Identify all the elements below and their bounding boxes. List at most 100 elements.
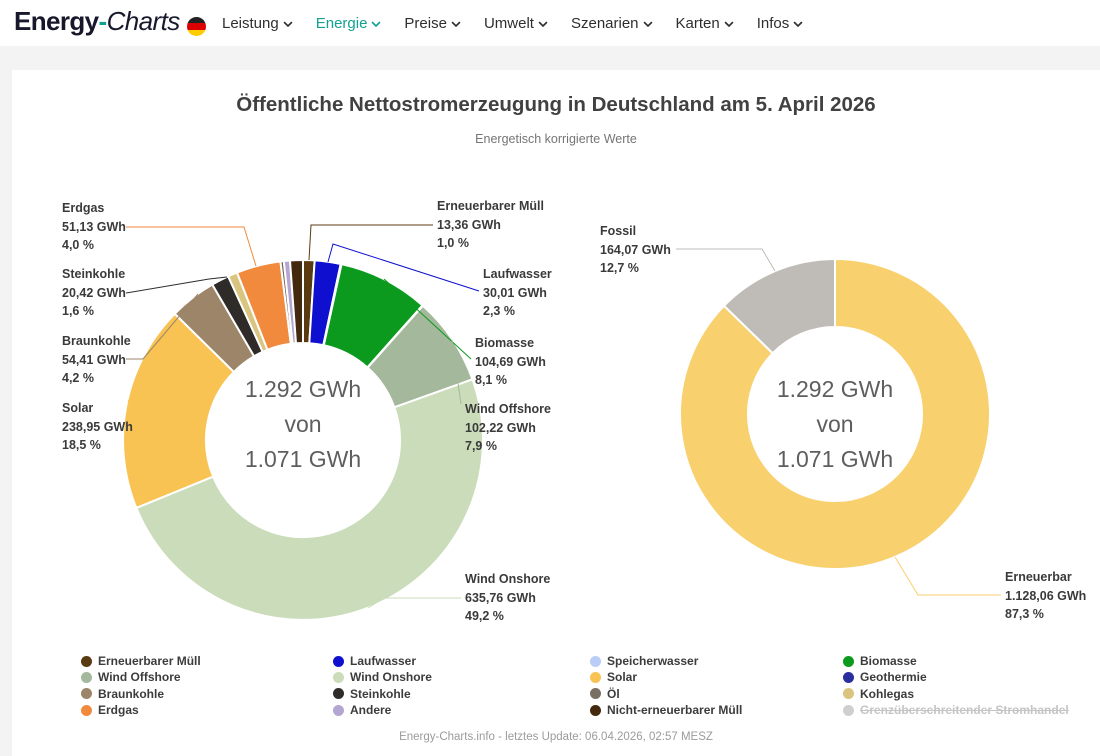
- legend-label: Wind Onshore: [350, 670, 432, 685]
- legend-label: Braunkohle: [98, 686, 165, 701]
- label-connector-fossil: [676, 248, 776, 272]
- german-flag-icon: [186, 17, 206, 36]
- label-connector-wind-offshore: [451, 339, 462, 405]
- donut-chart-fossil-vs-renewable: [679, 258, 991, 570]
- legend-marker-icon: [333, 655, 344, 667]
- legend-item-steinkohle[interactable]: Steinkohle: [333, 687, 411, 701]
- slice-label-braunkohle: Braunkohle 54,41 GWh 4,2 %: [62, 334, 131, 385]
- chevron-down-icon: [724, 21, 734, 27]
- main-menu: Leistung Energie Preise Umwelt Szenarien Kart…: [222, 0, 803, 46]
- nav-item-umwelt[interactable]: Umwelt: [484, 15, 548, 32]
- legend-label: Speicherwasser: [607, 654, 699, 668]
- legend-label: Solar: [607, 670, 638, 685]
- donut-charts-canvas: [122, 224, 1001, 621]
- pie-slice-erneuerbar[interactable]: [679, 258, 991, 570]
- label-connector-wind-onshore: [367, 597, 461, 609]
- legend-marker-icon: [81, 655, 92, 667]
- legend-marker-icon: [333, 704, 344, 716]
- legend-marker-icon: [81, 688, 92, 700]
- donut-center-text: 1.292 GWh von 1.071 GWh: [244, 376, 362, 472]
- legend-item-laufwasser[interactable]: Laufwasser: [333, 654, 416, 668]
- slice-label-erneuerbarer-mull: Erneuerbarer Müll 13,36 GWh 1,0 %: [437, 199, 544, 250]
- legend-item-ol[interactable]: Öl: [590, 687, 620, 701]
- legend-item-braunkohle[interactable]: Braunkohle: [81, 687, 164, 701]
- legend-marker-icon: [333, 671, 344, 683]
- slice-label-steinkohle: Steinkohle 20,42 GWh 1,6 %: [62, 267, 126, 318]
- legend-item-biomasse[interactable]: Biomasse: [843, 654, 917, 668]
- nav-item-label: Energie: [315, 14, 368, 32]
- donut-center-text: 1.292 GWh von 1.071 GWh: [776, 376, 894, 472]
- legend-label: Geothermie: [860, 670, 927, 685]
- legend-item-andere[interactable]: Andere: [333, 703, 391, 717]
- nav-item-label: Infos: [756, 14, 790, 32]
- pie-slice-fossil[interactable]: [723, 258, 836, 355]
- label-connector-biomasse: [383, 278, 472, 360]
- label-connector-erneuerbar: [894, 556, 1001, 596]
- nav-item-leistung[interactable]: Leistung: [222, 15, 293, 32]
- pie-slice-nicht-erneuerbarer-mull[interactable]: [288, 258, 304, 345]
- legend-marker-icon: [590, 704, 601, 716]
- chart-card: Öffentliche Nettostromerzeugung in Deuts…: [12, 70, 1100, 756]
- slice-label-fossil: Fossil 164,07 GWh 12,7 %: [600, 224, 671, 275]
- legend-item-speicherwasser[interactable]: Speicherwasser: [590, 654, 698, 668]
- slice-label-biomasse: Biomasse 104,69 GWh 8,1 %: [475, 336, 546, 387]
- chart-subtitle: Energetisch korrigierte Werte: [475, 132, 637, 146]
- slice-label-wind-offshore: Wind Offshore 102,22 GWh 7,9 %: [465, 402, 551, 453]
- chevron-down-icon: [538, 21, 548, 27]
- legend-label: Erdgas: [98, 703, 139, 718]
- legend-item-erneuerbarer-mull[interactable]: Erneuerbarer Müll: [81, 654, 201, 668]
- slice-label-wind-onshore: Wind Onshore 635,76 GWh 49,2 %: [465, 572, 551, 623]
- legend-label: Grenzüberschreitender Stromhandel: [860, 703, 1069, 718]
- legend-label: Öl: [607, 686, 620, 701]
- legend-item-wind-onshore[interactable]: Wind Onshore: [333, 670, 432, 684]
- pie-slice-wind-onshore[interactable]: [135, 378, 484, 621]
- nav-item-label: Leistung: [222, 14, 279, 32]
- chevron-down-icon: [372, 21, 381, 27]
- legend-item-grenzuberschreitender-stromhandel[interactable]: Grenzüberschreitender Stromhandel: [843, 703, 1069, 717]
- nav-item-label: Szenarien: [570, 14, 639, 32]
- legend-item-kohlegas[interactable]: Kohlegas: [843, 687, 914, 701]
- chevron-down-icon: [283, 21, 293, 27]
- credits-line: Energy-Charts.info - letztes Update: 06.…: [399, 731, 713, 743]
- label-connector-erdgas: [126, 226, 257, 267]
- pie-slice-solar[interactable]: [122, 312, 235, 509]
- nav-item-label: Karten: [675, 14, 720, 32]
- nav-item-szenarien[interactable]: Szenarien: [571, 15, 653, 32]
- legend-marker-icon: [590, 688, 601, 700]
- legend-marker-icon: [843, 655, 854, 667]
- nav-item-infos[interactable]: Infos: [757, 15, 804, 32]
- legend-label: Kohlegas: [860, 686, 915, 701]
- slice-label-solar: Solar 238,95 GWh 18,5 %: [62, 401, 133, 452]
- legend-marker-icon: [590, 671, 601, 683]
- legend-item-erdgas[interactable]: Erdgas: [81, 703, 139, 717]
- nav-item-energie[interactable]: Energie: [316, 15, 382, 32]
- legend-marker-icon: [81, 671, 92, 683]
- legend-label: Erneuerbarer Müll: [98, 654, 201, 668]
- logo-hyphen: -: [98, 6, 108, 36]
- legend-item-wind-offshore[interactable]: Wind Offshore: [81, 670, 181, 684]
- logo-text-charts: Charts: [106, 6, 181, 36]
- nav-item-preise[interactable]: Preise: [404, 15, 461, 32]
- legend-item-geothermie[interactable]: Geothermie: [843, 670, 927, 684]
- legend-item-solar[interactable]: Solar: [590, 670, 637, 684]
- legend-label: Wind Offshore: [98, 670, 181, 685]
- logo-text-energy: Energy: [14, 6, 99, 36]
- nav-item-label: Umwelt: [483, 14, 534, 32]
- slice-label-erneuerbar: Erneuerbar 1.128,06 GWh 87,3 %: [1005, 570, 1087, 621]
- top-navigation-bar: Energy - Charts Leistung Energie Preise Umwel…: [0, 0, 1100, 46]
- label-connector-braunkohle: [126, 293, 199, 360]
- label-connector-erneuerbarer-mull: [308, 224, 433, 261]
- chart-title: Öffentliche Nettostromerzeugung in Deuts…: [236, 93, 876, 116]
- site-logo[interactable]: Energy - Charts: [14, 6, 206, 37]
- chevron-down-icon: [793, 21, 803, 27]
- legend-marker-icon: [81, 704, 92, 716]
- label-connector-steinkohle: [125, 276, 228, 294]
- legend-item-nicht-erneuerbarer-mull[interactable]: Nicht-erneuerbarer Müll: [590, 703, 742, 717]
- donut-chart-by-source: [122, 258, 484, 621]
- label-connector-laufwasser: [327, 243, 480, 292]
- nav-item-karten[interactable]: Karten: [676, 15, 734, 32]
- legend-marker-icon: [843, 671, 854, 683]
- chevron-down-icon: [643, 21, 652, 27]
- legend-marker-icon: [843, 704, 854, 716]
- slice-label-laufwasser: Laufwasser 30,01 GWh 2,3 %: [483, 267, 552, 318]
